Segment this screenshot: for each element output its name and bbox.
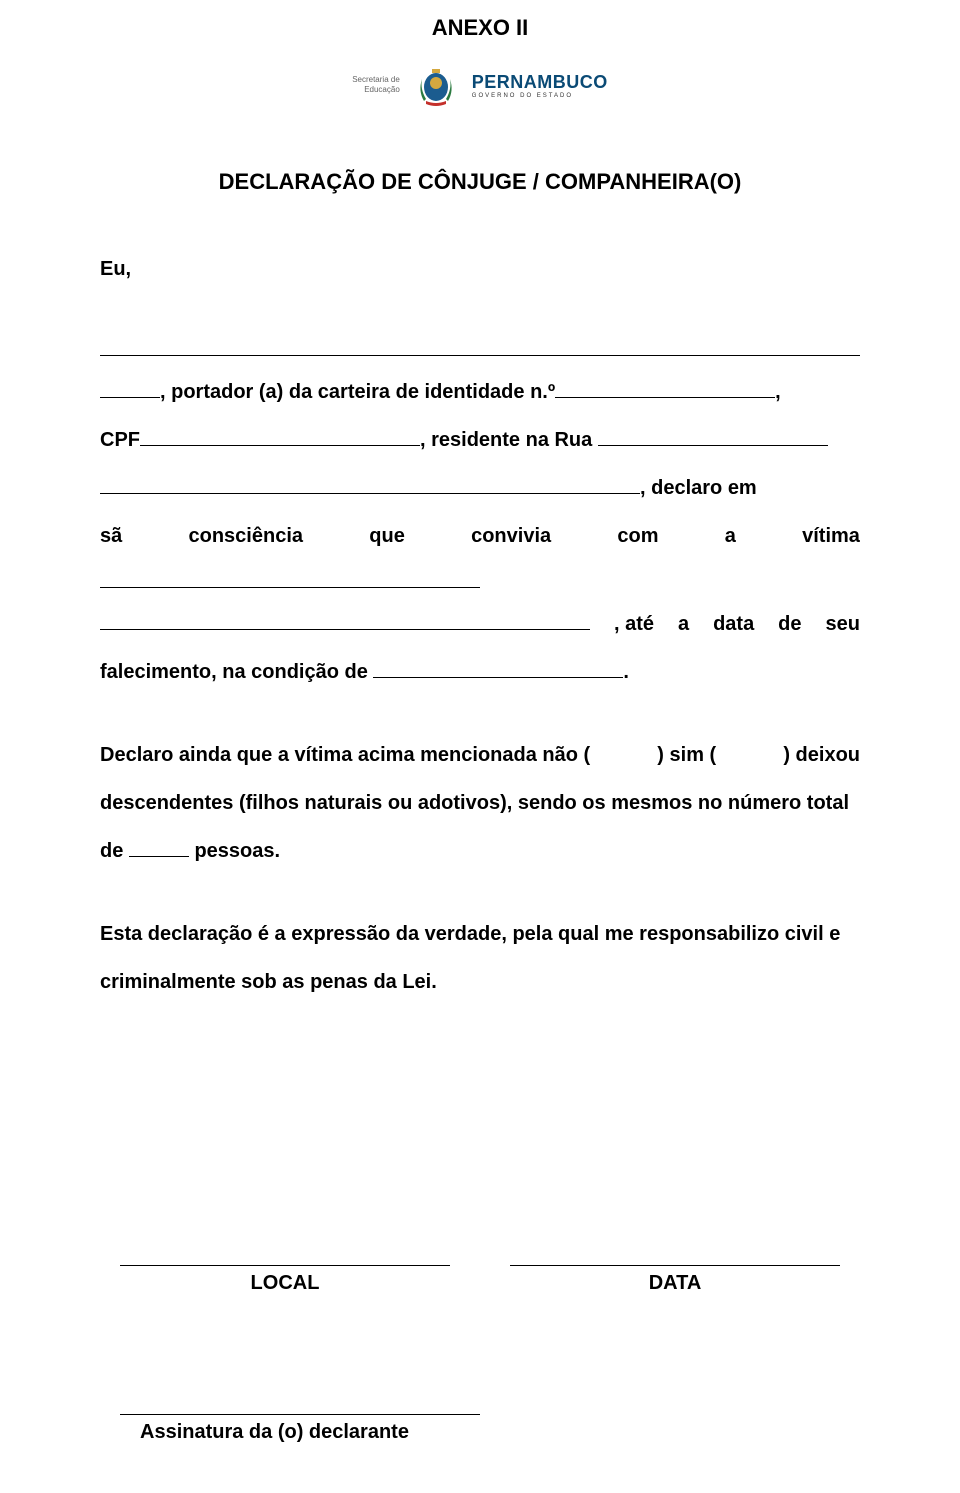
vitima-text: vítima [802, 512, 860, 560]
sim-text: ) sim ( [657, 731, 716, 779]
secretaria-line1: Secretaria de [352, 75, 400, 85]
declarante-line [120, 1395, 480, 1415]
state-subtitle: GOVERNO DO ESTADO [472, 93, 573, 99]
line-portador: , portador (a) da carteira de identidade… [100, 368, 860, 416]
a2-text: a [678, 600, 689, 648]
local-label: LOCAL [120, 1272, 450, 1295]
data-label: DATA [510, 1272, 840, 1295]
blank-address [100, 493, 640, 494]
local-column: LOCAL [120, 1246, 450, 1295]
signature-area: LOCAL DATA [100, 1246, 860, 1295]
line-de-pessoas: de pessoas. [100, 827, 860, 875]
line-declaro-ainda: Declaro ainda que a vítima acima mencion… [100, 731, 860, 779]
blank-numero [129, 856, 189, 857]
line-descendentes: descendentes (filhos naturais ou adotivo… [100, 779, 860, 827]
declarante-area: Assinatura da (o) declarante [100, 1395, 860, 1444]
declarante-label: Assinatura da (o) declarante [120, 1421, 840, 1444]
annex-title: ANEXO II [0, 0, 960, 41]
comma-1: , [775, 381, 781, 403]
pessoas-text: pessoas. [194, 840, 280, 862]
declaro-ainda-text: Declaro ainda que a vítima acima mencion… [100, 731, 590, 779]
data-text: data [713, 600, 754, 648]
line-falecimento: falecimento, na condição de . [100, 648, 860, 696]
deixou-text: ) deixou [783, 731, 860, 779]
declaro-em-text: , declaro em [640, 477, 757, 499]
esta-declaracao-text: Esta declaração é a expressão da verdade… [100, 923, 840, 945]
falecimento-text: falecimento, na condição de [100, 661, 368, 683]
blank-line-victim [100, 560, 480, 588]
consciencia-text: consciência [189, 512, 304, 560]
paragraph-1: Eu, [100, 245, 860, 293]
blank-victim2 [100, 629, 590, 630]
data-line [510, 1246, 840, 1266]
secretaria-line2: Educação [352, 85, 400, 95]
line-ate-data: , até a data de seu [100, 600, 860, 648]
sa-text: sã [100, 512, 122, 560]
com-text: com [617, 512, 658, 560]
body-text: Eu, , portador (a) da carteira de identi… [100, 245, 860, 1006]
residente-text: , residente na Rua [420, 429, 592, 451]
que-text: que [369, 512, 405, 560]
cpf-label: CPF [100, 429, 140, 451]
state-crest-icon [412, 61, 460, 109]
seu-text: seu [825, 600, 859, 648]
state-name: PERNAMBUCO [472, 72, 608, 93]
declaration-title: DECLARAÇÃO DE CÔNJUGE / COMPANHEIRA(O) [100, 169, 860, 195]
blank-short [100, 397, 160, 398]
blank-rg [555, 397, 775, 398]
de-text: de [778, 600, 801, 648]
a-text: a [725, 512, 736, 560]
ate-text: , até [614, 600, 654, 648]
state-name-block: PERNAMBUCO GOVERNO DO ESTADO [472, 72, 608, 99]
eu-text: Eu, [100, 258, 131, 280]
line-sa-consciencia: sã consciência que convivia com a vítima [100, 512, 860, 560]
secretaria-label: Secretaria de Educação [352, 75, 400, 94]
portador-text: , portador (a) da carteira de identidade… [160, 381, 555, 403]
line-cpf: CPF , residente na Rua [100, 416, 860, 464]
line-declaro-em: , declaro em [100, 464, 860, 512]
descendentes-text: descendentes (filhos naturais ou adotivo… [100, 792, 849, 814]
blank-line-name [100, 328, 860, 356]
blank-cpf [140, 445, 420, 446]
period-text: . [623, 661, 629, 683]
line-esta-declaracao: Esta declaração é a expressão da verdade… [100, 910, 860, 958]
data-column: DATA [510, 1246, 840, 1295]
criminalmente-text: criminalmente sob as penas da Lei. [100, 971, 437, 993]
blank-condicao [373, 677, 623, 678]
logo-header: Secretaria de Educação PERNAMBUCO GOVERN… [0, 61, 960, 109]
blank-rua [598, 445, 828, 446]
convivia-text: convivia [471, 512, 551, 560]
line-criminalmente: criminalmente sob as penas da Lei. [100, 958, 860, 1006]
de-pessoas-pre: de [100, 840, 123, 862]
local-line [120, 1246, 450, 1266]
document-body: DECLARAÇÃO DE CÔNJUGE / COMPANHEIRA(O) E… [0, 169, 960, 1444]
